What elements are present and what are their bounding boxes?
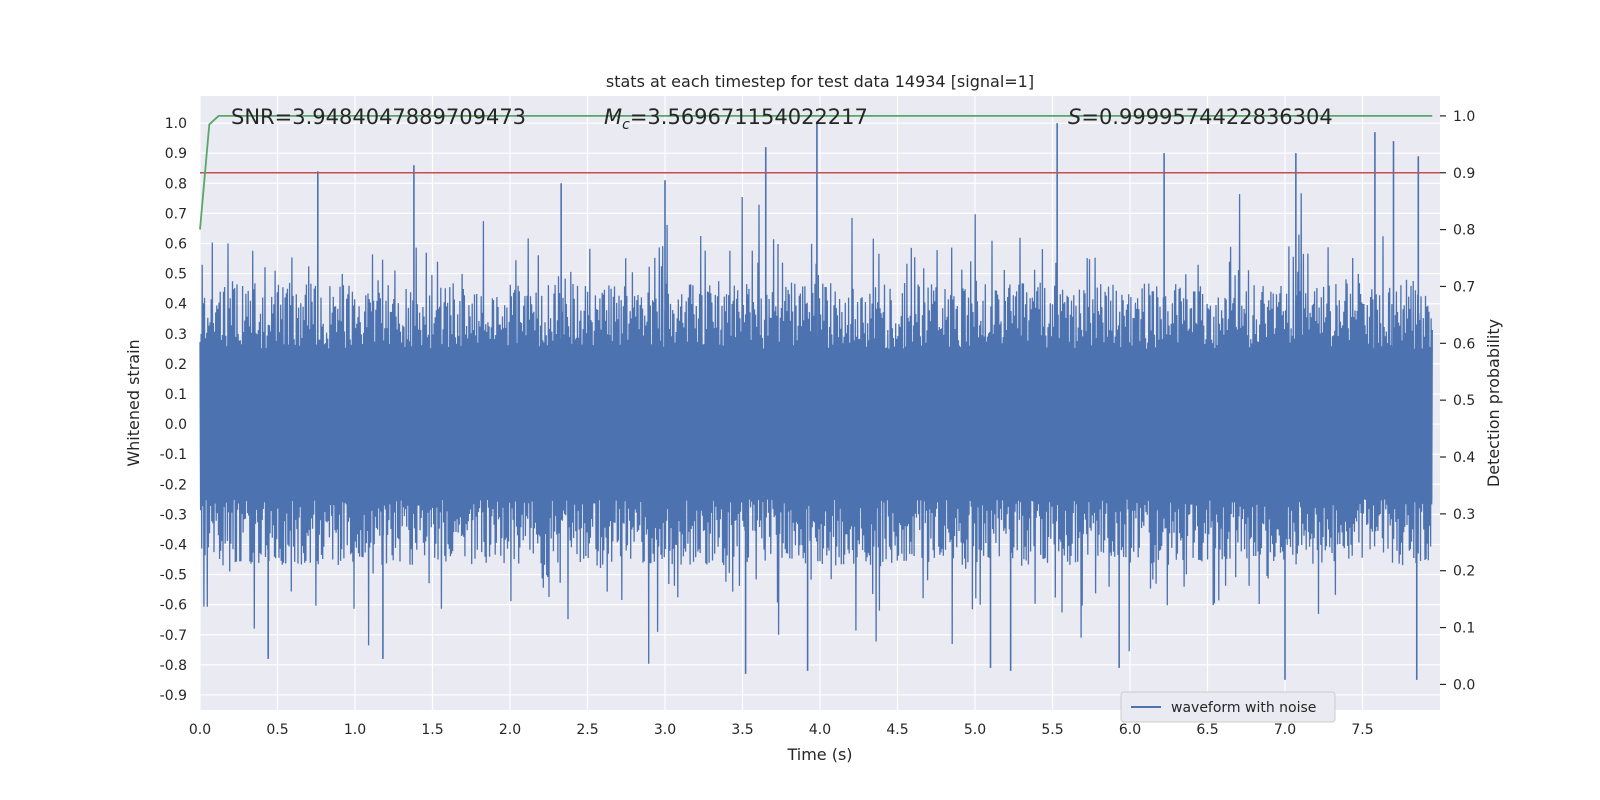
x-tick-label: 6.5 <box>1196 722 1218 738</box>
legend-box <box>1120 691 1336 723</box>
x-tick-label: 1.5 <box>421 722 443 738</box>
y-tick-label: -0.1 <box>160 447 187 463</box>
y-tick-label: 0.8 <box>165 176 187 192</box>
x-tick-label: 5.5 <box>1041 722 1063 738</box>
y-tick-label: 1.0 <box>165 116 187 132</box>
chart-title: stats at each timestep for test data 149… <box>606 72 1034 91</box>
x-tick-label: 4.0 <box>809 722 831 738</box>
x-tick-label: 7.5 <box>1351 722 1373 738</box>
y-right-tick-label: 0.5 <box>1453 393 1475 409</box>
y-tick-label: 0.2 <box>165 357 187 373</box>
y-right-tick-label: 0.0 <box>1453 677 1475 693</box>
y-tick-label: -0.2 <box>160 477 187 493</box>
axis-ticks: 0.0 0.5 1.0 1.5 2.0 2.5 3.0 3.5 4.0 4.5 5.0 5.5 6.0 6… <box>160 109 1476 738</box>
statistic-annotation: S=0.9999574422836304 <box>1068 105 1333 129</box>
y-right-tick-label: 1.0 <box>1453 109 1475 125</box>
y-right-tick-label: 0.2 <box>1453 564 1475 580</box>
legend-label: waveform with noise <box>1171 700 1316 716</box>
y-tick-label: -0.8 <box>160 658 187 674</box>
y-tick-label: 0.9 <box>165 146 187 162</box>
y-right-tick-label: 0.4 <box>1453 450 1475 466</box>
y-tick-label: 0.1 <box>165 387 187 403</box>
y-right-tick-label: 0.1 <box>1453 621 1475 637</box>
y-tick-label: -0.5 <box>160 568 187 584</box>
x-tick-label: 6.0 <box>1119 722 1141 738</box>
y-right-tick-label: 0.7 <box>1453 279 1475 295</box>
x-tick-label: 3.5 <box>731 722 753 738</box>
y-right-tick-label: 0.8 <box>1453 223 1475 239</box>
probability-line <box>199 115 1433 230</box>
y-tick-label: 0.7 <box>165 206 187 222</box>
x-tick-label: 2.5 <box>576 722 598 738</box>
snr-annotation: SNR=3.9484047889709473 <box>231 105 526 129</box>
x-tick-label: 7.0 <box>1274 722 1296 738</box>
y-axis-right-label: Detection probability <box>1484 319 1503 487</box>
x-tick-label: 3.0 <box>654 722 676 738</box>
y-tick-label: 0.3 <box>165 327 187 343</box>
y-tick-label: -0.3 <box>160 507 187 523</box>
y-tick-label: 0.4 <box>165 297 187 313</box>
waveform-series <box>199 123 1433 680</box>
x-axis-label: Time (s) <box>786 745 852 764</box>
y-tick-label: -0.4 <box>160 537 187 553</box>
x-tick-label: 5.0 <box>964 722 986 738</box>
x-tick-label: 2.0 <box>499 722 521 738</box>
chirp-mass-annotation: Mc=3.569671154022217 <box>604 105 868 133</box>
y-right-tick-label: 0.6 <box>1453 336 1475 352</box>
y-tick-label: 0.6 <box>165 236 187 252</box>
y-tick-label: 0.0 <box>165 417 187 433</box>
x-tick-label: 4.5 <box>886 722 908 738</box>
legend: waveform with noise <box>1120 691 1336 723</box>
probability-series <box>199 115 1440 230</box>
y-tick-label: -0.9 <box>160 688 187 704</box>
x-tick-label: 1.0 <box>344 722 366 738</box>
y-tick-label: -0.6 <box>160 598 187 614</box>
x-tick-label: 0.0 <box>189 722 211 738</box>
y-right-tick-label: 0.9 <box>1453 166 1475 182</box>
y-axis-label: Whitened strain <box>124 339 143 466</box>
x-tick-label: 0.5 <box>266 722 288 738</box>
y-tick-label: 0.5 <box>165 267 187 283</box>
y-right-tick-label: 0.3 <box>1453 507 1475 523</box>
y-tick-label: -0.7 <box>160 628 187 644</box>
